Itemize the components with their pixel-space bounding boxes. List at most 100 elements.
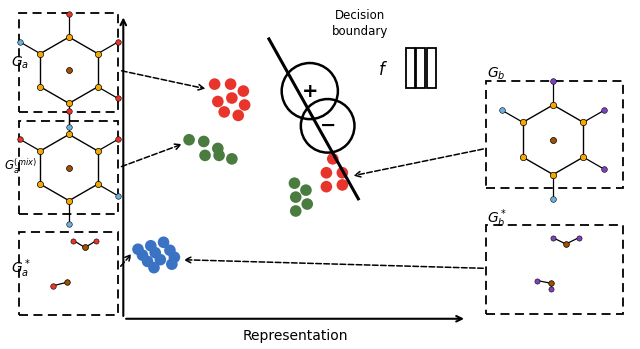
Point <box>214 153 224 158</box>
Point <box>35 51 45 57</box>
Bar <box>417 47 426 88</box>
Point <box>93 51 103 57</box>
Point <box>113 193 123 199</box>
Point <box>599 107 609 113</box>
Point <box>219 109 229 115</box>
Point <box>64 101 74 106</box>
Bar <box>427 47 436 88</box>
Point <box>227 156 237 162</box>
Point <box>138 252 148 258</box>
Point <box>548 196 558 202</box>
Point <box>233 113 243 118</box>
Point <box>578 120 588 125</box>
Point <box>48 283 58 289</box>
Point <box>289 180 300 186</box>
Point <box>64 34 74 40</box>
Point <box>80 245 90 250</box>
Point <box>64 198 74 203</box>
Point <box>64 124 74 129</box>
Point <box>302 201 312 207</box>
Point <box>167 261 177 267</box>
Point <box>212 99 223 104</box>
Point <box>328 156 338 162</box>
Point <box>497 107 507 113</box>
Point <box>93 148 103 154</box>
Text: $G_b$: $G_b$ <box>487 66 506 82</box>
Text: $G_a^{(mix)}$: $G_a^{(mix)}$ <box>4 156 36 176</box>
Point <box>64 67 74 73</box>
Point <box>156 257 166 262</box>
Point <box>561 241 571 247</box>
Text: $G_a^*$: $G_a^*$ <box>11 257 31 280</box>
Point <box>64 11 74 17</box>
Point <box>113 39 123 45</box>
Point <box>64 221 74 227</box>
Point <box>546 281 556 286</box>
Bar <box>19 121 118 215</box>
Point <box>599 166 609 172</box>
Point <box>573 235 584 240</box>
Bar <box>486 81 623 188</box>
Point <box>227 95 237 101</box>
Point <box>532 278 542 283</box>
Point <box>169 254 179 260</box>
Point <box>212 146 223 151</box>
Point <box>578 154 588 160</box>
Point <box>548 172 558 177</box>
Text: −: − <box>319 116 336 135</box>
Point <box>184 137 194 142</box>
Point <box>64 132 74 137</box>
Point <box>291 208 301 214</box>
Point <box>159 239 169 245</box>
Bar <box>486 225 623 313</box>
Point <box>93 84 103 90</box>
Point <box>548 235 558 240</box>
Point <box>518 154 528 160</box>
Point <box>225 81 236 87</box>
Point <box>198 139 209 144</box>
Point <box>150 250 161 255</box>
Point <box>113 136 123 142</box>
Point <box>35 181 45 187</box>
Point <box>133 246 143 252</box>
Point <box>238 88 248 94</box>
Point <box>518 120 528 125</box>
Text: Decision
boundary: Decision boundary <box>332 9 388 38</box>
Point <box>200 153 210 158</box>
Point <box>35 84 45 90</box>
Text: $G_a$: $G_a$ <box>11 55 29 72</box>
Bar <box>19 232 118 315</box>
Point <box>64 165 74 170</box>
Text: +: + <box>301 82 318 101</box>
Point <box>92 238 102 243</box>
Point <box>548 137 558 142</box>
Point <box>35 148 45 154</box>
Point <box>337 182 348 188</box>
Point <box>321 170 332 176</box>
Point <box>165 247 175 253</box>
Point <box>149 265 159 270</box>
Point <box>209 81 220 87</box>
Text: Representation: Representation <box>243 329 349 343</box>
Point <box>301 187 311 193</box>
Point <box>546 287 556 292</box>
Point <box>146 243 156 248</box>
Point <box>143 259 153 264</box>
Point <box>62 280 72 285</box>
Text: $f$: $f$ <box>378 61 388 79</box>
Bar <box>406 47 415 88</box>
Point <box>548 78 558 83</box>
Point <box>15 136 25 142</box>
Text: $G_b^*$: $G_b^*$ <box>487 208 508 230</box>
Point <box>337 170 348 176</box>
Bar <box>19 13 118 112</box>
Point <box>548 102 558 108</box>
Point <box>321 184 332 190</box>
Point <box>291 194 301 200</box>
Point <box>93 181 103 187</box>
Point <box>64 109 74 114</box>
Point <box>239 102 250 108</box>
Point <box>68 238 79 243</box>
Point <box>15 39 25 45</box>
Point <box>113 96 123 101</box>
